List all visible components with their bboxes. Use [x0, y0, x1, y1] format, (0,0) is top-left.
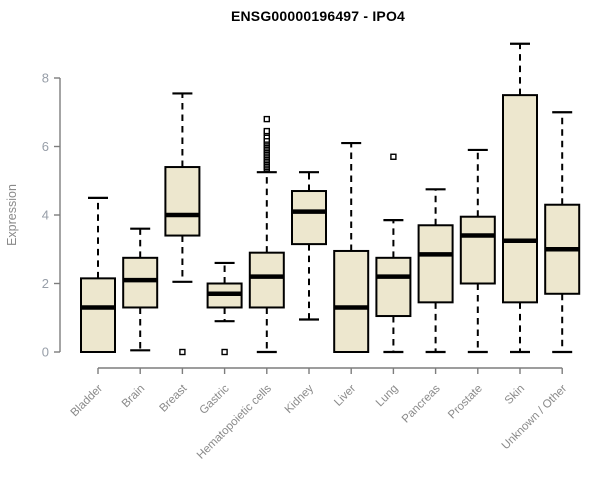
y-tick-label: 2 — [42, 276, 49, 291]
iqr-box — [502, 94, 538, 304]
category-label: Lung — [374, 383, 401, 410]
outlier-point — [390, 153, 397, 160]
category-label: Skin — [503, 383, 527, 407]
boxplot-kidney — [291, 171, 327, 321]
outlier-point — [179, 348, 186, 356]
boxplot-bladder — [80, 196, 116, 353]
boxplot-breast — [164, 92, 201, 356]
iqr-box — [164, 166, 201, 237]
category-label: Bladder — [69, 383, 106, 420]
iqr-box — [122, 256, 159, 309]
category-label: Hematopoietic cells — [195, 382, 274, 461]
iqr-box — [248, 251, 285, 309]
y-tick-label: 0 — [42, 345, 49, 360]
iqr-box — [417, 224, 454, 304]
y-axis: 0 2 4 6 8 Expression — [5, 71, 61, 360]
boxplot-gastric — [206, 261, 243, 356]
iqr-box — [459, 215, 496, 285]
category-label: Brain — [120, 383, 147, 410]
boxplot-pancreas — [417, 188, 454, 354]
y-tick-label: 8 — [42, 71, 49, 86]
boxplot-unknown-other — [544, 111, 581, 354]
iqr-box — [333, 249, 370, 353]
boxplot-liver — [333, 141, 370, 353]
outlier-point — [263, 127, 270, 135]
chart-title: ENSG00000196497 - IPO4 — [230, 8, 406, 24]
boxplot-brain — [122, 227, 159, 352]
iqr-box — [291, 190, 327, 246]
category-label: Kidney — [283, 382, 317, 416]
category-label: Liver — [332, 383, 358, 409]
y-tick-label: 4 — [42, 208, 49, 223]
category-label: Breast — [158, 382, 191, 415]
boxplot-hematopoietic-cells — [248, 115, 285, 354]
category-label: Prostate — [446, 383, 485, 422]
boxplot-lung — [375, 153, 412, 354]
y-tick-label: 6 — [42, 139, 49, 154]
boxplot-prostate — [459, 148, 496, 354]
category-label: Pancreas — [400, 382, 443, 425]
boxplot-skin — [502, 42, 538, 354]
outlier-point — [221, 348, 228, 356]
category-label: Gastric — [197, 382, 231, 416]
iqr-box — [375, 256, 412, 318]
y-axis-title: Expression — [5, 184, 19, 246]
outlier-point — [263, 115, 270, 123]
iqr-box — [80, 277, 116, 353]
